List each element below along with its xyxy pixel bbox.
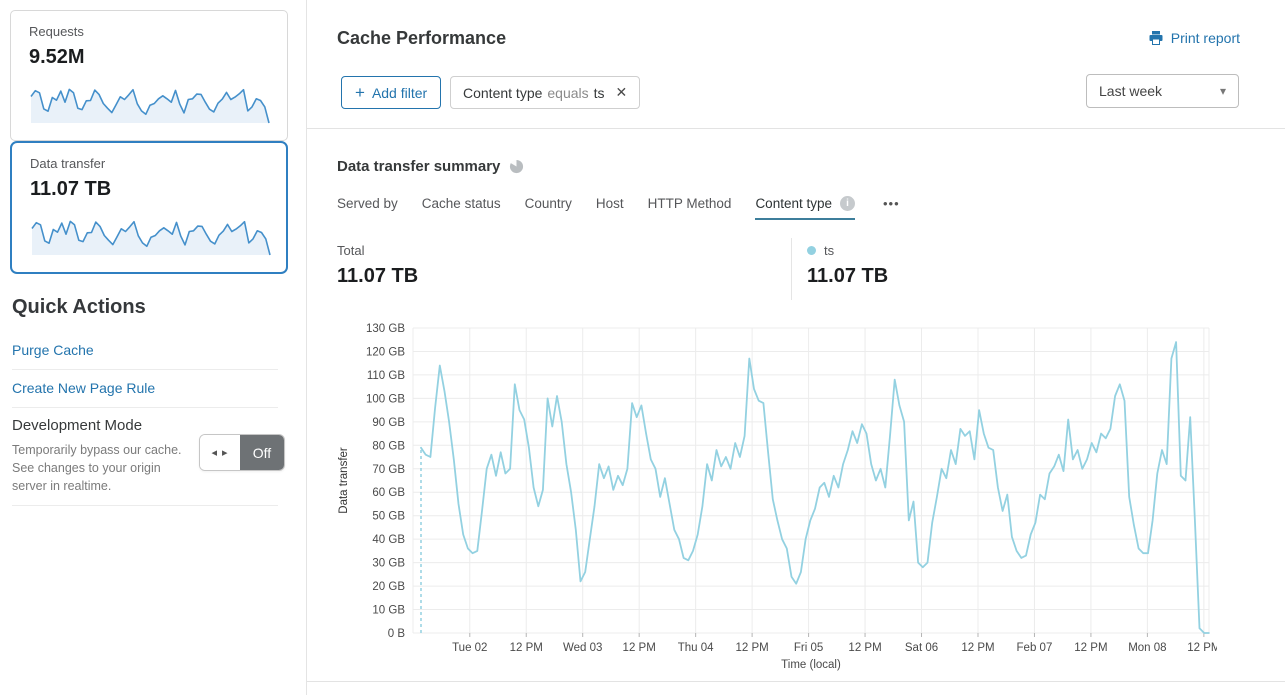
total-label: Total: [337, 243, 365, 258]
print-report-button[interactable]: Print report: [1148, 30, 1240, 46]
bottom-divider: [307, 681, 1285, 682]
filter-chip-field: Content type: [463, 84, 543, 101]
svg-text:12 PM: 12 PM: [510, 642, 543, 654]
page-title: Cache Performance: [337, 28, 507, 48]
totals-divider: [791, 238, 792, 300]
svg-text:130 GB: 130 GB: [366, 323, 405, 335]
data-transfer-stat-card[interactable]: Data transfer 11.07 TB: [10, 141, 288, 274]
svg-text:Wed 03: Wed 03: [563, 642, 602, 654]
filter-chip-content-type[interactable]: Content type equals ts ✕: [450, 76, 641, 109]
summary-tabs: Served by Cache status Country Host HTTP…: [337, 196, 900, 220]
main-panel: Cache Performance Print report + Add fil…: [306, 0, 1285, 695]
legend-dot-ts: [807, 246, 816, 255]
data-transfer-card-label: Data transfer: [30, 156, 106, 171]
pie-chart-icon: [510, 159, 524, 174]
printer-icon: [1149, 31, 1163, 45]
development-mode-description: Temporarily bypass our cache. See change…: [12, 443, 182, 494]
development-mode-title: Development Mode: [12, 417, 143, 434]
more-tabs-icon[interactable]: •••: [883, 196, 900, 211]
header-divider: [307, 128, 1285, 129]
purge-cache-link[interactable]: Purge Cache: [12, 342, 94, 358]
tab-cache-status[interactable]: Cache status: [421, 196, 501, 211]
total-value: 11.07 TB: [337, 265, 419, 287]
svg-text:Tue 02: Tue 02: [452, 642, 487, 654]
svg-text:Time (local): Time (local): [781, 659, 841, 671]
sidebar-divider: [12, 407, 278, 408]
svg-text:12 PM: 12 PM: [848, 642, 881, 654]
summary-title: Data transfer summary: [337, 158, 501, 175]
chart-container: 0 B 10 GB 20 GB 30 GB 40 GB 50 GB 60 GB 70 GB 80…: [333, 318, 1220, 685]
toggle-arrows-icon: ◂ ▸: [200, 435, 240, 470]
summary-title-row: Data transfer summary: [337, 158, 524, 175]
svg-text:30 GB: 30 GB: [372, 558, 405, 570]
requests-card-label: Requests: [29, 24, 84, 39]
filter-chip-operator: equals: [547, 84, 589, 101]
svg-text:60 GB: 60 GB: [372, 487, 405, 499]
tab-country[interactable]: Country: [524, 196, 572, 211]
svg-text:Fri 05: Fri 05: [794, 642, 823, 654]
time-range-value: Last week: [1099, 83, 1163, 99]
svg-text:12 PM: 12 PM: [623, 642, 656, 654]
quick-actions-title: Quick Actions: [12, 296, 146, 318]
svg-text:50 GB: 50 GB: [372, 511, 405, 523]
toggle-state-label: Off: [240, 435, 284, 470]
requests-sparkline: [30, 88, 270, 124]
svg-text:12 PM: 12 PM: [735, 642, 768, 654]
svg-text:20 GB: 20 GB: [372, 581, 405, 593]
tab-content-type-label: Content type: [755, 196, 832, 211]
svg-text:120 GB: 120 GB: [366, 346, 405, 358]
svg-text:12 PM: 12 PM: [961, 642, 994, 654]
data-transfer-sparkline: [31, 220, 271, 256]
svg-text:Thu 04: Thu 04: [678, 642, 714, 654]
sidebar-divider: [12, 369, 278, 370]
svg-text:Mon 08: Mon 08: [1128, 642, 1166, 654]
legend-row: ts: [807, 243, 834, 258]
svg-text:70 GB: 70 GB: [372, 464, 405, 476]
legend-series-name: ts: [824, 243, 835, 258]
sidebar: Requests 9.52M Data transfer 11.07 TB Qu…: [0, 0, 306, 695]
svg-text:100 GB: 100 GB: [366, 393, 405, 405]
svg-text:Data transfer: Data transfer: [338, 447, 350, 514]
close-icon[interactable]: ✕: [615, 84, 628, 100]
tab-host[interactable]: Host: [595, 196, 624, 211]
data-transfer-chart: 0 B 10 GB 20 GB 30 GB 40 GB 50 GB 60 GB 70 GB 80…: [338, 323, 1220, 671]
svg-text:10 GB: 10 GB: [372, 605, 405, 617]
legend-series-value: 11.07 TB: [807, 265, 889, 287]
sidebar-divider: [12, 505, 278, 506]
info-icon[interactable]: i: [840, 196, 855, 211]
svg-text:12 PM: 12 PM: [1187, 642, 1217, 654]
svg-text:90 GB: 90 GB: [372, 417, 405, 429]
filter-chip-value: ts: [593, 84, 605, 101]
requests-stat-card[interactable]: Requests 9.52M: [10, 10, 288, 141]
svg-text:Sat 06: Sat 06: [905, 642, 938, 654]
svg-text:12 PM: 12 PM: [1074, 642, 1107, 654]
svg-text:40 GB: 40 GB: [372, 534, 405, 546]
tab-http-method[interactable]: HTTP Method: [647, 196, 732, 211]
development-mode-toggle[interactable]: ◂ ▸ Off: [199, 434, 285, 471]
chevron-down-icon: ▾: [1219, 84, 1226, 98]
create-page-rule-link[interactable]: Create New Page Rule: [12, 380, 156, 396]
add-filter-button[interactable]: + Add filter: [341, 76, 442, 109]
svg-text:80 GB: 80 GB: [372, 440, 405, 452]
add-filter-label: Add filter: [371, 84, 428, 101]
print-report-label: Print report: [1170, 30, 1240, 46]
svg-text:110 GB: 110 GB: [367, 370, 405, 382]
tab-content-type[interactable]: Content type i: [755, 196, 855, 220]
svg-text:0 B: 0 B: [388, 628, 406, 640]
svg-text:Feb 07: Feb 07: [1017, 642, 1053, 654]
requests-card-value: 9.52M: [29, 46, 85, 68]
plus-icon: +: [355, 83, 365, 102]
time-range-select[interactable]: Last week ▾: [1086, 74, 1239, 108]
data-transfer-card-value: 11.07 TB: [30, 178, 112, 200]
tab-served-by[interactable]: Served by: [337, 196, 398, 211]
